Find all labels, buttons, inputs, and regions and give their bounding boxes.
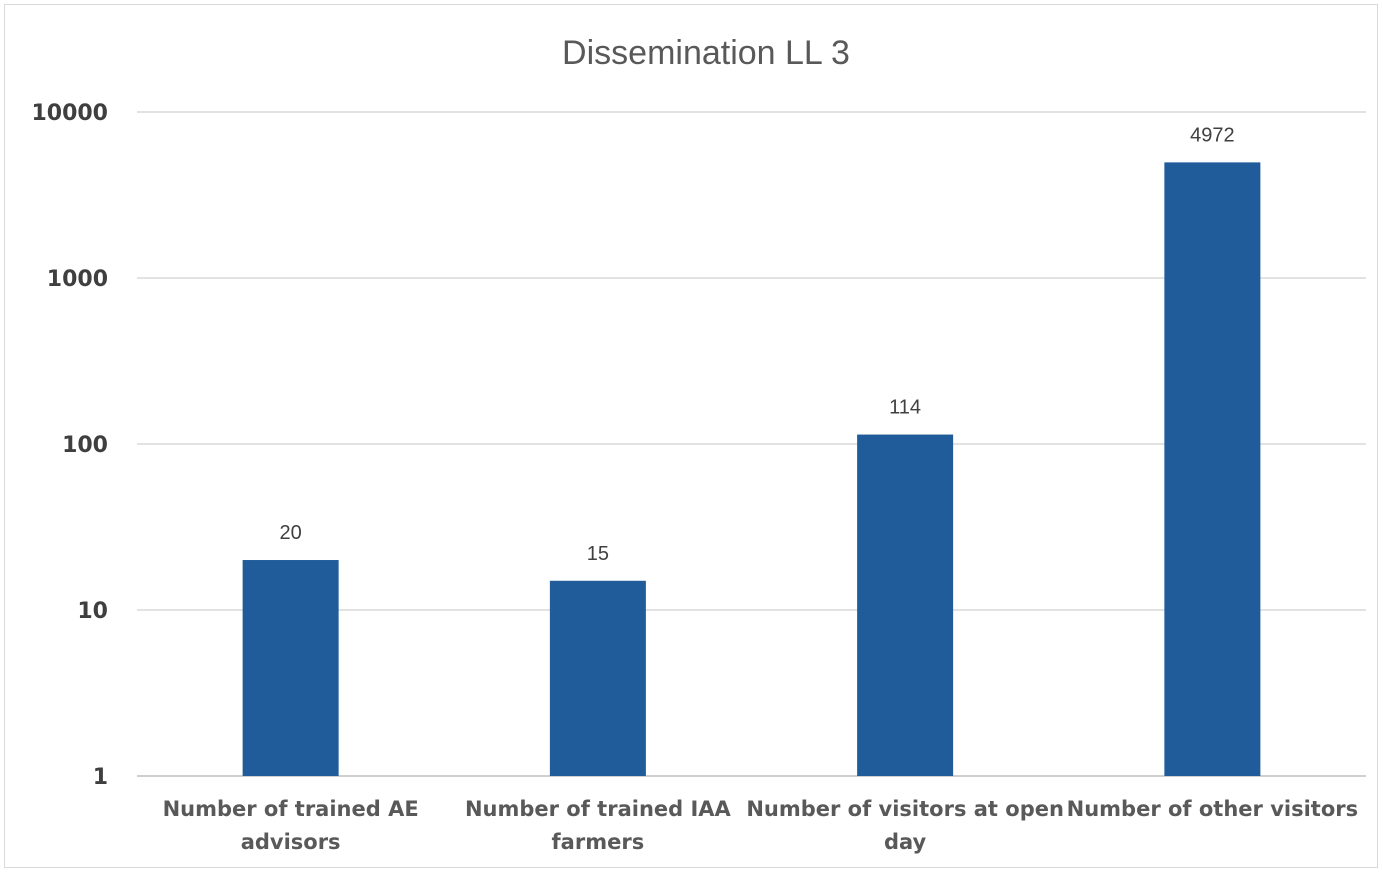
chart-title: Dissemination LL 3 [562,34,850,72]
x-axis-ticks: Number of trained AE advisors Number of tr… [163,797,1359,854]
y-tick-label: 10000 [31,101,108,126]
data-labels: 20 15 114 4972 [280,124,1235,564]
y-tick-label: 1000 [47,267,108,292]
chart-frame [4,4,1378,868]
bar [857,434,954,776]
bar [549,580,646,776]
data-label: 15 [587,543,609,565]
bars [242,162,1261,776]
bar [242,560,339,776]
data-label: 4972 [1190,124,1235,146]
y-tick-label: 10 [77,599,108,624]
x-tick-label: Number of visitors at open day [746,797,1064,854]
y-tick-label: 100 [62,433,108,458]
y-tick-label: 1 [93,765,108,790]
data-label: 114 [889,397,921,419]
x-tick-label: Number of other visitors [1067,797,1358,821]
x-tick-label: Number of trained AE advisors [163,797,419,854]
gridlines [137,111,1366,777]
x-tick-label: Number of trained IAA farmers [465,797,732,854]
data-label: 20 [280,522,302,544]
bar [1164,162,1261,776]
y-axis-ticks: 1 10 100 1000 10000 [31,101,108,790]
